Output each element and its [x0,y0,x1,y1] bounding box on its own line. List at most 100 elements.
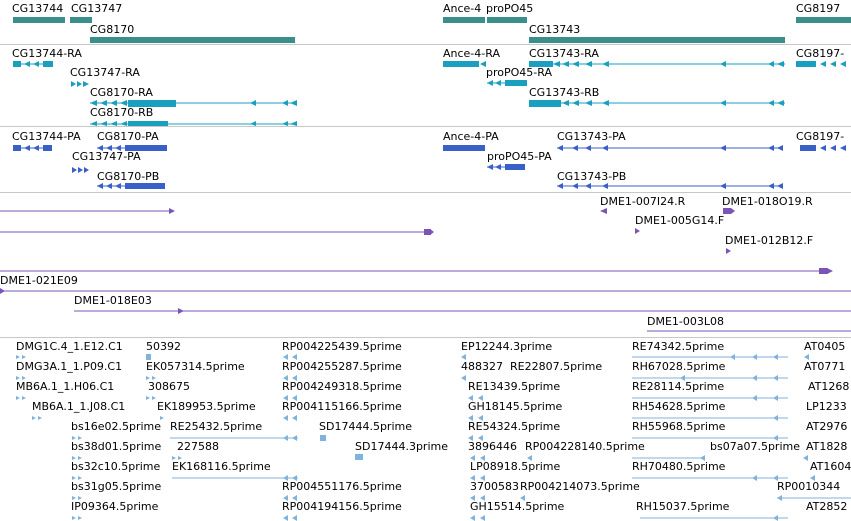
est-label: AT0771 [804,360,846,373]
transcript-glyphs [13,61,846,126]
transcript-cg8197[interactable] [796,61,846,67]
est-label: AT1604 [810,460,851,473]
est-label: RE74342.5prime [632,340,725,353]
est-label: RH15037.5prime [636,500,730,513]
est-row-5[interactable] [72,435,788,441]
transcript-cg13743-rb[interactable] [529,100,785,107]
protein-ance4-pa[interactable] [443,145,485,151]
est-label: 227588 [177,440,219,453]
protein-track: CG13744-PA CG8170-PA CG13747-PA CG8170-P… [0,127,851,193]
gene-bar-cg13747[interactable] [70,17,92,23]
gene-label-cg13747: CG13747 [71,2,123,15]
clone-unlabeled-2[interactable] [0,229,434,235]
transcript-label: CG13743-RA [529,47,599,60]
protein-cg8197[interactable] [800,145,846,151]
est-label: RP004228140.5prime [525,440,645,453]
est-label: EK057314.5prime [146,360,245,373]
est-label: RP004115166.5prime [282,400,402,413]
protein-cg13743-pa[interactable] [557,145,783,151]
protein-cg8170-pb[interactable] [97,183,165,189]
est-label: RP0010344 [777,480,841,493]
est-label: AT0405 [804,340,846,353]
est-label: LP1233 [806,400,847,413]
est-label: EK168116.5prime [172,460,271,473]
est-row-3[interactable] [16,395,788,401]
est-label: RE54324.5prime [468,420,561,433]
protein-cg13747-pa[interactable] [72,167,89,173]
protein-cg8170-pa[interactable] [97,145,167,151]
clone-label: DME1-007I24.R [600,195,686,208]
clone-dme1-018o19-r[interactable] [723,208,735,214]
protein-label: CG13744-PA [12,130,81,143]
clone-dme1-021e09[interactable] [0,288,851,294]
est-label: MB6A.1_1.H06.C1 [16,380,115,393]
gene-bar-cg8170[interactable] [90,37,295,43]
est-row-9[interactable] [72,515,788,521]
est-label: 3700583 [470,480,519,493]
est-label: GH18145.5prime [468,400,563,413]
protein-label: CG13747-PA [72,150,141,163]
est-label: bs07a07.5prime [710,440,800,453]
est-label: GH15514.5prime [470,500,565,513]
protein-cg13744-pa[interactable] [13,145,52,151]
gene-glyphs [13,17,851,43]
protein-cg13743-pb[interactable] [557,183,783,189]
gene-bar-cg13744[interactable] [13,17,65,23]
transcript-label: CG8197- [796,47,845,60]
protein-glyphs [13,145,846,189]
clone-unlabeled-3[interactable] [0,268,833,274]
est-label: RE25432.5prime [170,420,263,433]
clone-dme1-018e03[interactable] [74,308,851,314]
transcript-cg13747-ra[interactable] [71,81,89,87]
clone-label: DME1-005G14.F [635,214,725,227]
est-track: DMG1C.4_1.E12.C1 50392 RP004225439.5prim… [0,338,851,521]
transcript-cg8170-rb[interactable] [90,121,297,126]
est-label: RE28114.5prime [632,380,725,393]
gene-label-cg13743: CG13743 [529,23,581,36]
gene-bar-propo45[interactable] [487,17,527,23]
transcript-label: CG8170-RB [90,106,154,119]
est-label: 3896446 [468,440,517,453]
protein-propo45-pa[interactable] [487,164,525,170]
est-label: RH54628.5prime [632,400,726,413]
est-label: SD17444.5prime [319,420,412,433]
est-label: 488327 [461,360,503,373]
transcript-label: CG13744-RA [12,47,82,60]
clone-dme1-012b12-f[interactable] [726,248,731,254]
gene-bar-cg8197[interactable] [796,17,851,23]
clone-track: DME1-007I24.R DME1-018O19.R DME1-005G14.… [0,193,851,338]
transcript-label: Ance-4-RA [443,47,500,60]
est-row-7[interactable] [72,475,815,481]
est-label: AT1828 [806,440,848,453]
est-row-8[interactable] [72,495,851,501]
clone-unlabeled-1[interactable] [0,208,175,214]
transcript-ance4-ra[interactable] [443,61,486,67]
transcript-propo45-ra[interactable] [487,80,527,86]
est-label: EK189953.5prime [157,400,256,413]
est-row-1[interactable] [16,354,809,360]
est-label: SD17444.3prime [355,440,448,453]
clone-dme1-007i24-r[interactable] [600,208,607,214]
transcript-cg13744-ra[interactable] [13,61,53,67]
transcript-label: proPO45-RA [486,66,552,79]
clone-glyphs [0,208,851,332]
clone-dme1-005g14-f[interactable] [635,228,640,234]
protein-label: proPO45-PA [487,150,552,163]
est-label: bs38d01.5prime [71,440,162,453]
est-row-6[interactable] [72,454,808,461]
clone-label: DME1-012B12.F [725,234,814,247]
gene-label-propo45: proPO45 [486,2,534,15]
transcript-cg13743-ra[interactable] [529,61,785,67]
protein-label: CG13743-PA [557,130,626,143]
transcript-label: CG13747-RA [70,66,140,79]
est-label: RP004225439.5prime [282,340,402,353]
est-row-2[interactable] [16,375,788,381]
est-label: RH55968.5prime [632,420,726,433]
clone-label: DME1-003L08 [647,315,724,328]
est-label: RE13439.5prime [468,380,561,393]
gene-bar-ance4[interactable] [443,17,485,23]
est-row-4[interactable] [32,415,788,421]
gene-bar-cg13743[interactable] [529,37,785,43]
est-label: AT1268 [808,380,850,393]
transcript-cg8170-ra[interactable] [90,100,297,107]
